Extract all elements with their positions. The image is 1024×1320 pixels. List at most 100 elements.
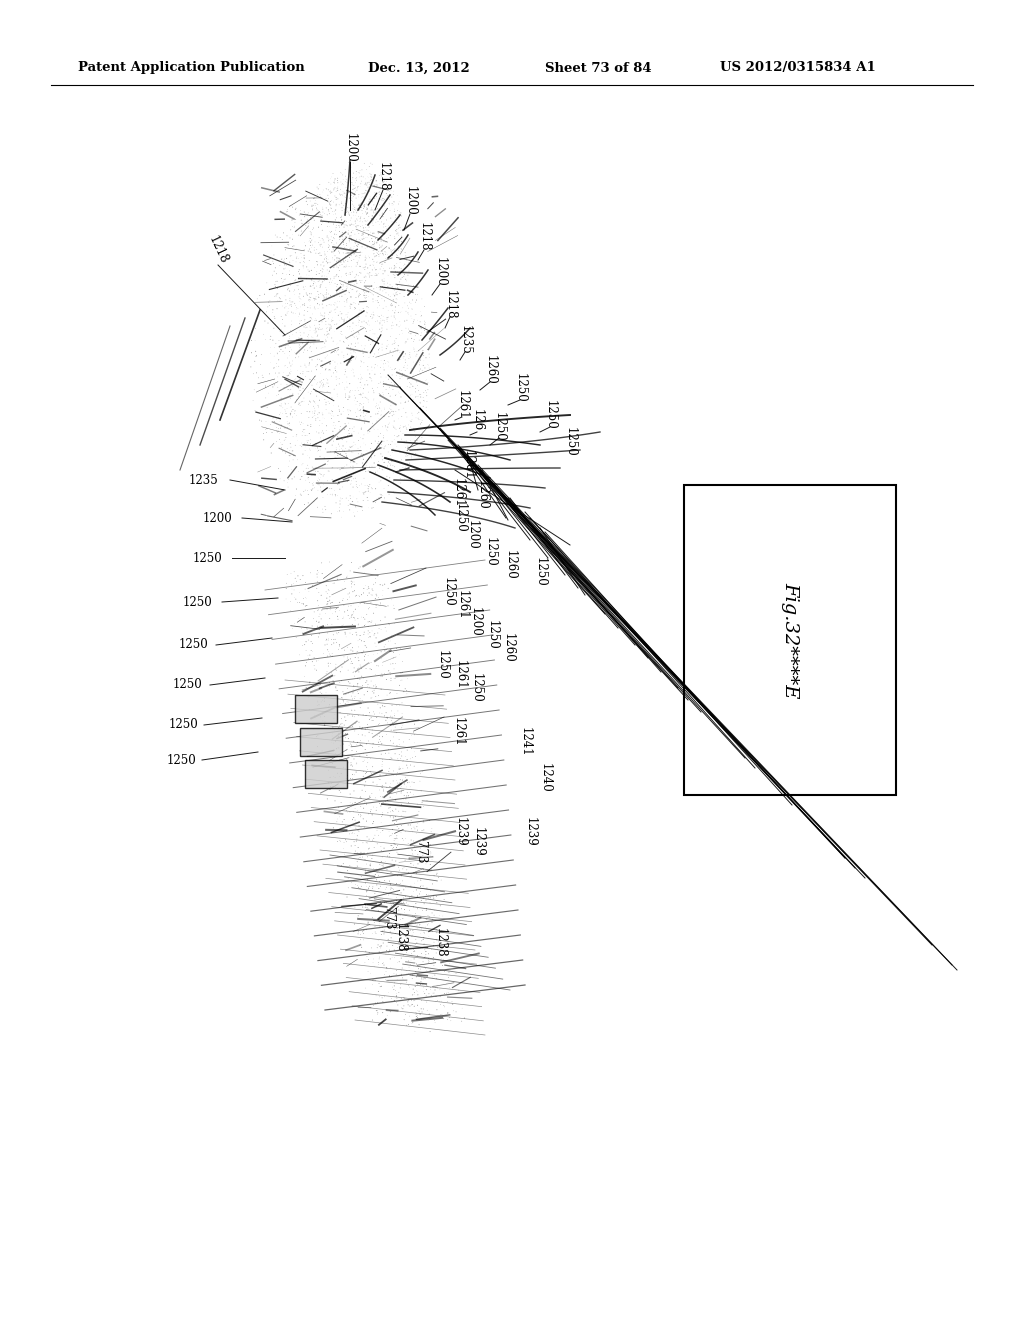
Point — [371, 432, 387, 453]
Point — [340, 771, 356, 792]
Point — [348, 326, 365, 347]
Point — [274, 403, 291, 424]
Point — [285, 292, 301, 313]
Point — [382, 663, 398, 684]
Point — [375, 259, 391, 280]
Point — [345, 162, 361, 183]
Point — [339, 183, 355, 205]
Point — [248, 346, 264, 367]
Point — [269, 343, 286, 364]
Point — [329, 738, 345, 759]
Point — [398, 684, 415, 705]
Point — [336, 640, 352, 661]
Point — [345, 807, 361, 828]
Point — [369, 195, 385, 216]
Point — [304, 198, 321, 219]
Point — [337, 622, 353, 643]
Point — [364, 444, 380, 465]
Point — [344, 572, 360, 593]
Point — [296, 433, 312, 454]
Point — [331, 248, 347, 269]
Point — [378, 216, 394, 238]
Point — [304, 195, 321, 216]
Point — [357, 318, 374, 339]
Point — [333, 507, 349, 528]
Point — [331, 428, 347, 449]
Point — [376, 438, 392, 459]
Point — [391, 341, 408, 362]
Point — [313, 465, 330, 486]
Point — [394, 913, 411, 935]
Point — [354, 643, 371, 664]
Point — [294, 454, 310, 475]
Point — [330, 502, 346, 523]
Point — [391, 859, 408, 880]
Point — [314, 413, 331, 434]
Point — [323, 730, 339, 751]
Point — [350, 176, 367, 197]
Point — [344, 737, 360, 758]
Point — [354, 453, 371, 474]
Point — [358, 453, 375, 474]
Point — [280, 347, 296, 368]
Point — [341, 308, 357, 329]
Point — [364, 205, 380, 226]
Point — [360, 730, 377, 751]
Point — [339, 599, 355, 620]
Text: 1238: 1238 — [433, 928, 446, 958]
Point — [349, 855, 366, 876]
Point — [361, 709, 378, 730]
Point — [383, 399, 399, 420]
Point — [389, 836, 406, 857]
Point — [383, 631, 399, 652]
Point — [340, 176, 356, 197]
Point — [323, 597, 339, 618]
Point — [395, 969, 412, 990]
Point — [302, 228, 318, 249]
Point — [272, 417, 289, 438]
Point — [276, 315, 293, 337]
Point — [316, 360, 333, 381]
Point — [312, 318, 329, 339]
Point — [297, 440, 313, 461]
Point — [329, 178, 345, 199]
Point — [348, 407, 365, 428]
Point — [383, 747, 399, 768]
Point — [421, 836, 437, 857]
Point — [317, 696, 334, 717]
Point — [328, 210, 344, 231]
Point — [402, 954, 419, 975]
Point — [274, 228, 291, 249]
Point — [267, 333, 284, 354]
Point — [338, 211, 354, 232]
Point — [420, 339, 436, 360]
Point — [344, 491, 360, 512]
Point — [305, 403, 322, 424]
Point — [310, 288, 327, 309]
Point — [328, 203, 344, 224]
Point — [403, 738, 420, 759]
Point — [322, 257, 338, 279]
Point — [306, 602, 323, 623]
Point — [406, 364, 422, 385]
Point — [397, 788, 414, 809]
Point — [366, 234, 382, 255]
Point — [321, 359, 337, 380]
Text: 1250: 1250 — [469, 673, 482, 702]
Point — [389, 426, 406, 447]
Point — [345, 731, 361, 752]
Point — [392, 904, 409, 925]
Point — [352, 787, 369, 808]
Point — [413, 317, 429, 338]
Point — [291, 644, 307, 665]
Point — [293, 355, 309, 376]
Text: 1260: 1260 — [502, 634, 514, 663]
Point — [328, 743, 344, 764]
Point — [352, 263, 369, 284]
Point — [377, 242, 393, 263]
Point — [365, 719, 381, 741]
Point — [334, 199, 350, 220]
Point — [345, 238, 361, 259]
Point — [396, 253, 413, 275]
Point — [326, 573, 342, 594]
